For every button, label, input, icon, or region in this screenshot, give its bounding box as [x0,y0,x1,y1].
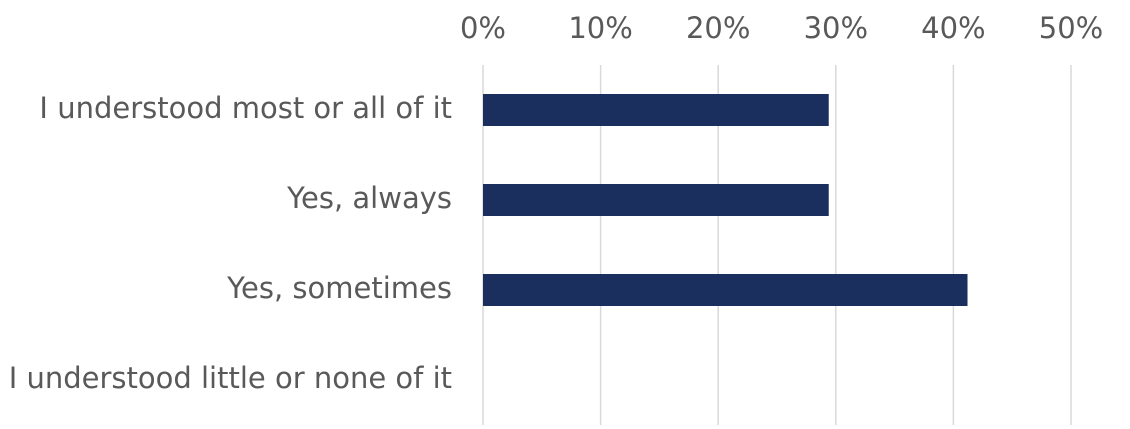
x-tick-label: 0% [460,11,506,45]
category-label: I understood most or all of it [39,91,452,125]
category-label: Yes, always [286,181,452,215]
x-tick-label: 20% [686,11,750,45]
x-axis-ticks: 0% 10% 20% 30% 40% 50% [460,11,1103,45]
category-label: Yes, sometimes [226,271,452,305]
bar [483,184,829,216]
x-tick-label: 50% [1039,11,1103,45]
category-label: I understood little or none of it [9,361,452,395]
x-tick-label: 40% [921,11,985,45]
category-labels: I understood most or all of it Yes, alway… [9,91,452,395]
x-tick-label: 10% [568,11,632,45]
bar [483,274,968,306]
x-tick-label: 30% [804,11,868,45]
bar [483,94,829,126]
bars [483,94,968,306]
